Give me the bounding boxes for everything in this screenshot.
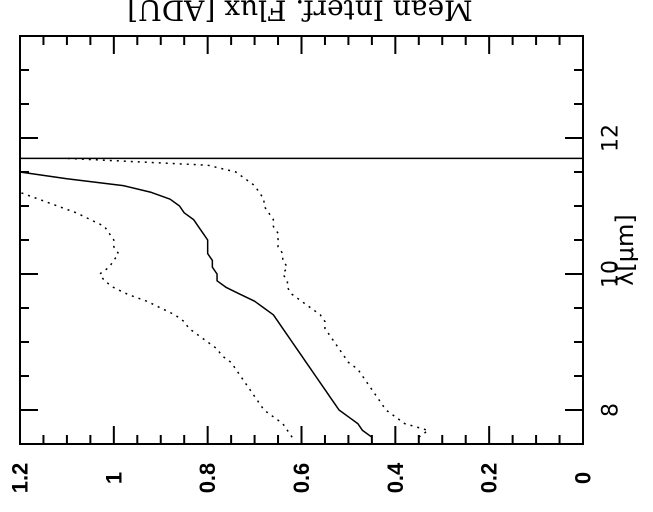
x-axis-label: λ[μm] <box>611 214 639 286</box>
wavelength-tick-label: 12 <box>599 124 624 152</box>
y-axis-label: Mean Interf. Flux [ADU] <box>127 0 473 27</box>
wavelength-tick-label: 10 <box>599 260 624 288</box>
flux-tick-label: 0.4 <box>383 462 408 493</box>
flux-tick-label: 0.8 <box>195 463 220 494</box>
flux-tick-label: 1.2 <box>8 463 33 494</box>
axis-ticks: 0 0.2 0.4 0.6 0.8 1 1.2 8 10 12 <box>8 36 624 493</box>
chart-marks <box>19 157 583 438</box>
wavelength-tick-label: 8 <box>599 403 624 417</box>
flux-tick-label: 1 <box>101 472 126 484</box>
series-line-3 <box>19 191 293 438</box>
flux-tick-label: 0.6 <box>289 463 314 494</box>
plot-frame <box>19 35 584 445</box>
flux-tick-label: 0 <box>571 472 596 484</box>
series-line-1 <box>19 171 373 438</box>
flux-tick-label: 0.2 <box>477 463 502 494</box>
